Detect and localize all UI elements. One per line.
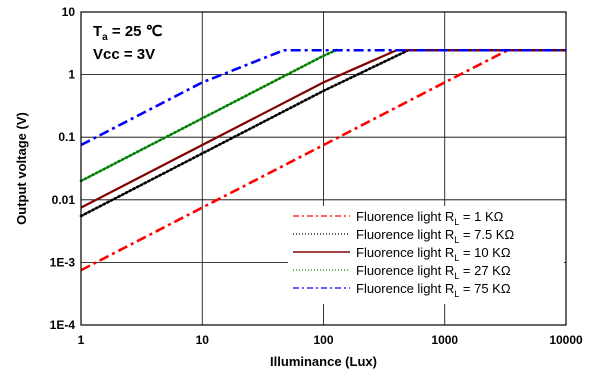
series-layer (79, 48, 568, 272)
x-tick-label: 10000 (549, 333, 583, 347)
vcc-annotation: Vcc = 3V (93, 46, 155, 63)
conditions-annotation: Ta = 25 ℃ Vcc = 3V (93, 23, 163, 63)
y-tick-label: 0.01 (52, 193, 76, 207)
tick-labels: 1 10 100 1000 10000 1E-4 1E-3 0.01 0.1 1 10 (50, 5, 583, 347)
plot-frame (80, 11, 567, 326)
x-tick-label: 10 (196, 333, 210, 347)
series-line-4 (79, 48, 339, 183)
ta-rest: = 25 ℃ (108, 23, 163, 40)
legend-label-3: Fluorence light RL = 10 KΩ (356, 245, 511, 263)
y-tick-label: 1E-3 (50, 255, 76, 269)
y-tick-label: 10 (62, 5, 76, 19)
x-tick-label: 1 (78, 333, 85, 347)
y-tick-label: 1 (68, 68, 75, 82)
x-tick-label: 1000 (431, 333, 458, 347)
x-axis-label: Illuminance (Lux) (270, 354, 377, 369)
legend-label-2: Fluorence light RL = 7.5 KΩ (356, 227, 514, 245)
y-tick-label: 0.1 (58, 130, 75, 144)
legend-background (288, 206, 564, 304)
x-tick-label: 100 (313, 333, 333, 347)
legend-label-4: Fluorence light RL = 27 KΩ (356, 263, 511, 281)
ta-sub: a (102, 32, 108, 43)
legend-label-1: Fluorence light RL = 1 KΩ (356, 209, 504, 227)
legend-label-5: Fluorence light RL = 75 KΩ (356, 281, 511, 299)
ta-main: T (93, 23, 102, 40)
temperature-annotation: Ta = 25 ℃ (93, 23, 163, 43)
y-tick-label: 1E-4 (50, 318, 76, 332)
y-axis-label: Output voltage (V) (14, 112, 29, 225)
series-line-5 (80, 48, 566, 147)
